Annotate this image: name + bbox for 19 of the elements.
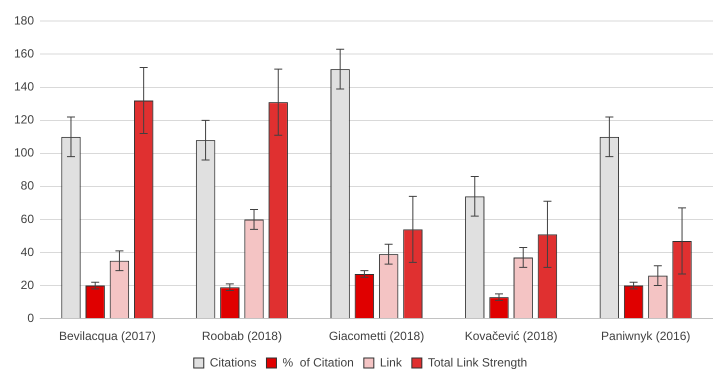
y-tick-label: 60	[20, 212, 34, 226]
y-tick-label: 80	[20, 178, 34, 193]
x-tick-label: Kovačević (2018)	[464, 329, 558, 344]
x-tick-label: Paniwnyk (2016)	[601, 329, 690, 344]
y-tick-label: 100	[14, 146, 34, 160]
x-tick-label: Roobab (2018)	[202, 329, 282, 344]
y-tick-label: 140	[14, 80, 34, 94]
legend-label: Citations	[210, 355, 256, 370]
x-tick-label: Giacometti (2018)	[328, 329, 424, 344]
y-tick-label: 180	[14, 14, 34, 28]
legend-label: % of Citation	[282, 355, 354, 370]
y-tick-label: 120	[14, 112, 34, 127]
y-tick-label: 0	[27, 310, 34, 325]
legend-label: Total Link Strength	[428, 355, 528, 370]
y-tick-label: 40	[20, 244, 34, 259]
x-tick-label: Bevilacqua (2017)	[58, 329, 156, 344]
legend-label: Link	[380, 355, 403, 370]
y-tick-label: 160	[14, 46, 34, 61]
y-tick-label: 20	[20, 278, 34, 292]
